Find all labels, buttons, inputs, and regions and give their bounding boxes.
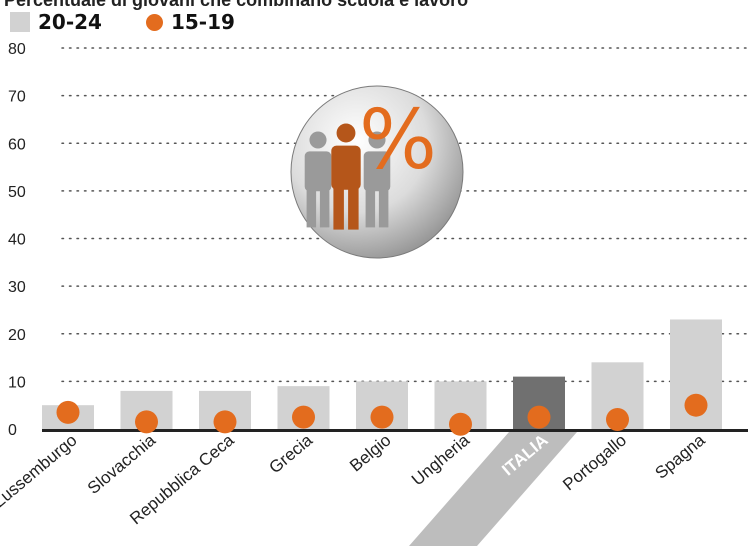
highlight-band: [409, 432, 577, 546]
dot-spagna: [684, 393, 708, 417]
x-tick-label-lussemburgo: Lussemburgo: [0, 431, 81, 512]
legend-item-20-24: 20-24: [10, 10, 102, 34]
person-figure-icon: [331, 123, 361, 230]
dot-belgio: [370, 405, 394, 429]
legend-label-15-19: 15-19: [170, 10, 235, 34]
y-tick-label-20: 20: [8, 327, 26, 344]
x-tick-label-ungheria: Ungheria: [408, 430, 473, 489]
legend-item-15-19: 15-19: [145, 10, 235, 34]
person-figure-icon: [304, 131, 332, 228]
legend-label-20-24: 20-24: [38, 10, 102, 34]
dot-portogallo: [606, 407, 629, 431]
y-tick-label-10: 10: [8, 374, 26, 391]
x-tick-label-belgio: Belgio: [346, 431, 394, 476]
x-tick-label-spagna: Spagna: [651, 430, 709, 483]
dot-repubblica-ceca: [213, 410, 237, 434]
legend: 20-24 15-19: [10, 10, 279, 34]
percent-people-icon: %: [290, 85, 464, 259]
percent-glyph-icon: %: [359, 93, 437, 188]
x-tick-label-grecia: Grecia: [265, 430, 316, 477]
dots-15-19: [56, 393, 708, 436]
y-tick-label-40: 40: [8, 232, 26, 249]
y-tick-label-0: 0: [8, 422, 17, 439]
dot-italia: [527, 405, 551, 429]
person-figure-icon: [363, 131, 391, 228]
y-tick-label-70: 70: [8, 89, 26, 106]
dot-ungheria: [449, 412, 472, 436]
dot-grecia: [292, 405, 315, 429]
chart-title: Percentuale di giovani che combinano scu…: [4, 0, 469, 10]
y-tick-label-50: 50: [8, 184, 26, 201]
highlight-band-italia: [409, 432, 577, 546]
dot-lussemburgo: [56, 400, 80, 424]
y-tick-label-60: 60: [8, 136, 26, 153]
legend-swatch-bar: [10, 12, 30, 32]
legend-swatch-dot: [145, 13, 163, 31]
y-axis-ticks: 0 10 20 30 40 50 60 70 80: [8, 41, 26, 439]
y-tick-label-30: 30: [8, 279, 26, 296]
x-tick-label-slovacchia: Slovacchia: [84, 430, 160, 498]
y-tick-label-80: 80: [8, 41, 26, 58]
dot-slovacchia: [135, 410, 158, 434]
